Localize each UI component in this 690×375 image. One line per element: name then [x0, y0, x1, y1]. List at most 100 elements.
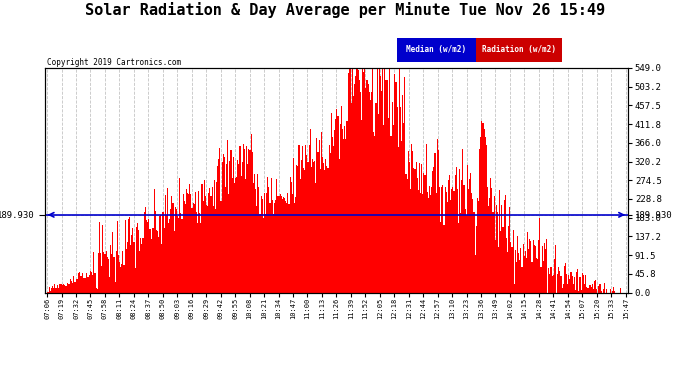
Bar: [586, 286, 587, 292]
Bar: [273, 214, 274, 292]
Bar: [508, 226, 509, 292]
Bar: [442, 185, 444, 292]
Bar: [433, 166, 435, 292]
Bar: [335, 119, 337, 292]
Bar: [286, 203, 287, 292]
Bar: [482, 123, 484, 292]
Bar: [614, 291, 615, 292]
Bar: [374, 135, 375, 292]
Bar: [332, 137, 333, 292]
Bar: [524, 256, 525, 292]
Bar: [515, 250, 516, 292]
Bar: [391, 136, 392, 292]
Bar: [205, 196, 206, 292]
Bar: [214, 180, 215, 292]
Bar: [371, 92, 372, 292]
Bar: [95, 273, 96, 292]
Bar: [354, 84, 355, 292]
Bar: [262, 200, 263, 292]
Bar: [249, 150, 250, 292]
Bar: [227, 140, 228, 292]
Bar: [573, 284, 574, 292]
Bar: [464, 209, 466, 292]
Bar: [511, 247, 513, 292]
Bar: [571, 276, 573, 292]
Bar: [208, 193, 209, 292]
Bar: [203, 201, 204, 292]
Bar: [80, 276, 81, 292]
Bar: [301, 160, 302, 292]
Bar: [439, 187, 440, 292]
Bar: [112, 232, 113, 292]
Bar: [313, 162, 314, 292]
Bar: [126, 249, 127, 292]
Bar: [130, 245, 131, 292]
Bar: [71, 281, 72, 292]
Bar: [270, 178, 272, 292]
Bar: [133, 242, 135, 292]
Bar: [344, 126, 345, 292]
Bar: [426, 192, 428, 292]
Bar: [81, 276, 82, 292]
Bar: [268, 187, 270, 292]
Bar: [216, 182, 217, 292]
Bar: [500, 231, 502, 292]
Bar: [470, 172, 471, 292]
Bar: [348, 68, 350, 292]
Bar: [466, 215, 467, 292]
Text: Solar Radiation & Day Average per Minute Tue Nov 26 15:49: Solar Radiation & Day Average per Minute…: [85, 2, 605, 18]
Bar: [68, 284, 69, 292]
Bar: [339, 124, 341, 292]
Bar: [142, 238, 144, 292]
Bar: [100, 254, 101, 292]
Bar: [169, 219, 170, 292]
Bar: [225, 187, 226, 292]
Bar: [106, 251, 107, 292]
Bar: [223, 154, 224, 292]
Bar: [403, 123, 404, 292]
Bar: [52, 286, 53, 292]
Bar: [186, 189, 187, 292]
Bar: [77, 279, 78, 292]
Bar: [152, 228, 154, 292]
Bar: [248, 149, 249, 292]
Bar: [307, 162, 308, 292]
Bar: [90, 271, 91, 292]
Bar: [526, 258, 527, 292]
Text: Radiation (w/m2): Radiation (w/m2): [482, 45, 556, 54]
Bar: [536, 258, 537, 292]
Bar: [128, 219, 129, 292]
Bar: [267, 177, 268, 292]
Bar: [600, 291, 602, 292]
Bar: [382, 68, 383, 292]
Bar: [562, 284, 564, 292]
Bar: [350, 68, 351, 292]
Bar: [256, 206, 257, 292]
Bar: [314, 160, 315, 292]
Bar: [429, 186, 430, 292]
Bar: [551, 276, 553, 292]
Bar: [479, 149, 480, 292]
Bar: [413, 168, 415, 292]
Bar: [544, 243, 545, 292]
Bar: [285, 201, 286, 292]
Bar: [159, 216, 160, 292]
Bar: [230, 150, 232, 292]
Bar: [275, 200, 276, 292]
Bar: [218, 159, 219, 292]
Bar: [566, 274, 567, 292]
Bar: [557, 274, 558, 292]
Bar: [460, 213, 461, 292]
Bar: [247, 164, 248, 292]
Bar: [146, 220, 147, 292]
Bar: [517, 236, 518, 292]
Bar: [241, 162, 243, 292]
Bar: [409, 162, 410, 292]
Bar: [612, 291, 613, 292]
Bar: [486, 145, 487, 292]
Bar: [274, 202, 275, 292]
Bar: [402, 95, 403, 292]
Bar: [341, 106, 342, 292]
Bar: [606, 289, 607, 292]
Bar: [184, 201, 185, 292]
